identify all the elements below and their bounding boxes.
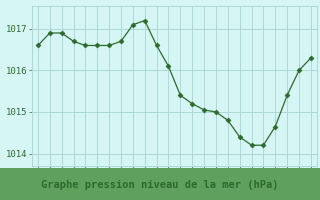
Text: Graphe pression niveau de la mer (hPa): Graphe pression niveau de la mer (hPa): [41, 180, 279, 190]
